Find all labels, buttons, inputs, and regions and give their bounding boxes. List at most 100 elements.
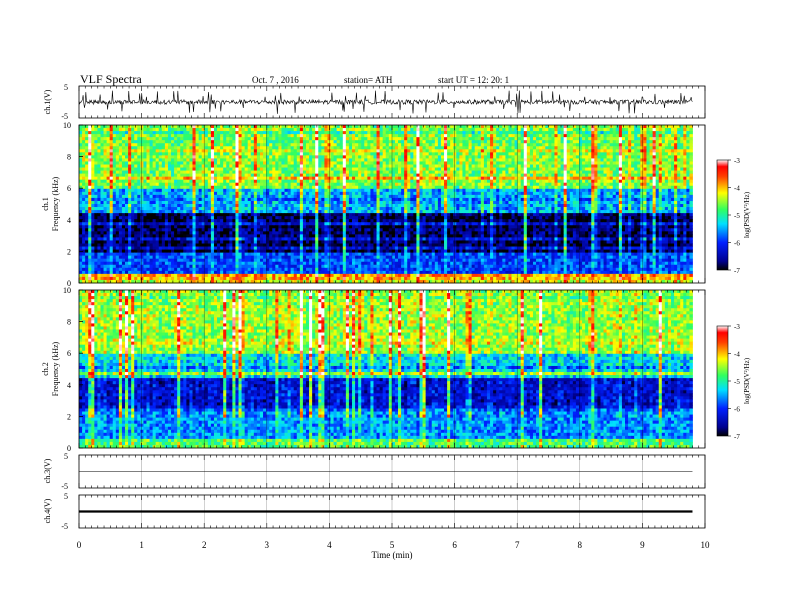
spectrogram-cell [134,155,137,158]
spectrogram-cell [79,134,82,137]
spectrogram-cell [361,140,364,143]
spectrogram-cell [607,143,610,146]
spectrogram-cell [677,161,680,164]
spectrogram-cell [490,174,493,177]
spectrogram-cell [281,146,284,149]
spectrogram-cell [481,131,484,134]
spectrogram-cell [646,152,649,155]
spectrogram-cell [521,171,524,174]
spectrogram-cell [597,177,600,180]
spectrogram-cell [125,137,128,140]
spectrogram-cell [465,146,468,149]
spectrogram-cell [309,183,312,186]
spectrogram-cell [214,137,217,140]
spectrogram-cell [604,165,607,168]
spectrogram-cell [640,152,643,155]
spectrogram-cell [275,183,278,186]
spectrogram-cell [199,161,202,164]
spectrogram-cell [168,198,171,201]
spectrogram-cell [116,165,119,168]
spectrogram-cell [235,155,238,158]
spectrogram-cell [490,143,493,146]
spectrogram-cell [294,195,297,198]
spectrogram-cell [337,134,340,137]
spectrogram-cell [153,180,156,183]
spectrogram-cell [223,149,226,152]
spectrogram-cell [542,171,545,174]
spectrogram-cell [677,128,680,131]
spectrogram-cell [677,134,680,137]
spectrogram-cell [416,174,419,177]
spectrogram-cell [297,189,300,192]
spectrogram-cell [364,134,367,137]
spectrogram-cell [334,131,337,134]
spectrogram-cell [484,158,487,161]
spectrogram-cell [502,171,505,174]
spectrogram-cell [137,195,140,198]
spectrogram-cell [653,146,656,149]
spectrogram-cell [269,192,272,195]
spectrogram-cell [521,177,524,180]
spectrogram-cell [91,158,94,161]
spectrogram-cell [346,152,349,155]
spectrogram-cell [373,146,376,149]
spectrogram-cell [582,143,585,146]
spectrogram-cell [346,198,349,201]
spectrogram-cell [346,155,349,158]
spectrogram-cell [475,161,478,164]
spectrogram-cell [570,180,573,183]
spectrogram-cell [548,180,551,183]
spectrogram-cell [104,183,107,186]
spectrogram-cell [156,134,159,137]
spectrogram-cell [392,171,395,174]
spectrogram-cell [153,183,156,186]
spectrogram-cell [527,146,530,149]
spectrogram-cell [674,128,677,131]
spectrogram-cell [334,137,337,140]
spectrogram-cell [545,137,548,140]
spectrogram-cell [140,177,143,180]
spectrogram-cell [251,183,254,186]
spectrogram-cell [665,189,668,192]
spectrogram-cell [343,155,346,158]
spectrogram-cell [490,198,493,201]
spectrogram-cell [496,186,499,189]
spectrogram-cell [199,171,202,174]
spectrogram-cell [582,155,585,158]
spectrogram-cell [413,174,416,177]
spectrogram-cell [401,143,404,146]
spectrogram-cell [465,149,468,152]
spectrogram-cell [337,174,340,177]
spectrogram-cell [196,137,199,140]
spectrogram-cell [607,186,610,189]
spectrogram-cell [386,137,389,140]
spectrogram-cell [116,143,119,146]
spectrogram-cell [561,134,564,137]
spectrogram-cell [502,192,505,195]
spectrogram-cell [272,140,275,143]
spectrogram-cell [610,149,613,152]
spectrogram-cell [97,168,100,171]
spectrogram-cell [177,137,180,140]
spectrogram-cell [579,137,582,140]
spectrogram-cell [591,165,594,168]
spectrogram-cell [410,143,413,146]
spectrogram-cell [288,168,291,171]
spectrogram-cell [533,183,536,186]
spectrogram-cell [208,183,211,186]
spectrogram-cell [386,180,389,183]
spectrogram-cell [600,143,603,146]
spectrogram-cell [300,165,303,168]
spectrogram-cell [536,192,539,195]
spectrogram-cell [665,158,668,161]
spectrogram-cell [429,152,432,155]
spectrogram-cell [122,158,125,161]
spectrogram-cell [619,174,622,177]
spectrogram-cell [174,195,177,198]
spectrogram-cell [622,174,625,177]
spectrogram-cell [484,143,487,146]
spectrogram-cell [235,152,238,155]
spectrogram-cell [656,165,659,168]
spectrogram-cell [683,171,686,174]
spectrogram-cell [128,192,131,195]
